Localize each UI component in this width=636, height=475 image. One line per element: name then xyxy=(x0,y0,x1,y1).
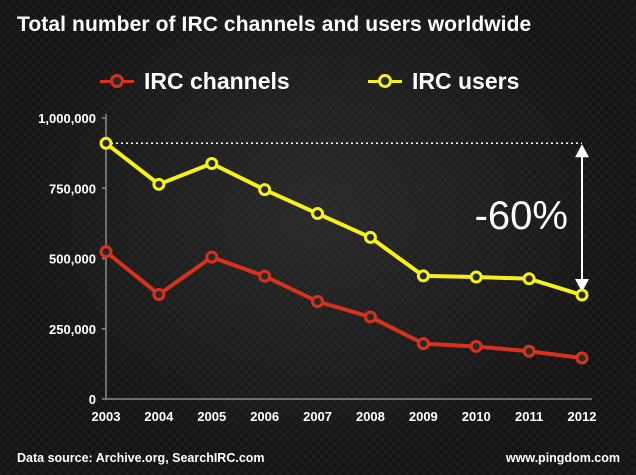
y-tick-label: 1,000,000 xyxy=(38,111,96,126)
chart-title: Total number of IRC channels and users w… xyxy=(17,13,532,36)
y-tick-label: 0 xyxy=(89,392,96,407)
x-tick-label: 2012 xyxy=(568,409,597,424)
x-tick-label: 2009 xyxy=(409,409,438,424)
y-tick-label: 250,000 xyxy=(49,322,96,337)
channels-series-line xyxy=(104,249,584,360)
channels-data-point xyxy=(469,339,483,353)
channels-data-point xyxy=(152,287,166,301)
x-tick-label: 2003 xyxy=(92,409,121,424)
annotation-label: -60% xyxy=(475,194,568,238)
legend-users-label: IRC users xyxy=(412,67,520,94)
users-data-point xyxy=(99,136,113,150)
y-tick-label: 750,000 xyxy=(49,181,96,196)
legend-users-line-icon xyxy=(368,74,402,88)
users-data-point xyxy=(311,207,325,221)
x-tick-label: 2006 xyxy=(250,409,279,424)
users-series-line xyxy=(104,141,584,298)
annotation-arrow-down-icon xyxy=(575,279,589,293)
channels-data-point xyxy=(522,344,536,358)
users-data-point xyxy=(258,183,272,197)
channels-data-point xyxy=(363,310,377,324)
users-data-point xyxy=(575,288,589,302)
channels-data-point xyxy=(311,294,325,308)
site-credit: www.pingdom.com xyxy=(505,451,620,465)
x-tick-label: 2004 xyxy=(144,409,174,424)
channels-data-point xyxy=(99,245,113,259)
x-tick-label: 2010 xyxy=(462,409,491,424)
users-data-point xyxy=(416,269,430,283)
users-data-point xyxy=(363,230,377,244)
users-data-point xyxy=(205,157,219,171)
channels-data-point xyxy=(205,250,219,264)
x-tick-label: 2007 xyxy=(303,409,332,424)
legend-channels-line-icon xyxy=(100,74,134,88)
x-tick-label: 2005 xyxy=(197,409,226,424)
users-data-point xyxy=(522,272,536,286)
users-data-point xyxy=(469,270,483,284)
x-tick-label: 2011 xyxy=(515,409,543,424)
users-data-point xyxy=(152,177,166,191)
legend-item-users: IRC users xyxy=(368,66,519,96)
x-tick-label: 2008 xyxy=(356,409,385,424)
y-tick-label: 500,000 xyxy=(49,252,96,267)
channels-data-point xyxy=(258,269,272,283)
channels-data-point xyxy=(416,337,430,351)
legend-item-channels: IRC channels xyxy=(100,66,290,96)
channels-data-point xyxy=(575,351,589,365)
data-source-note: Data source: Archive.org, SearchIRC.com xyxy=(17,451,265,465)
annotation-arrow-up-icon xyxy=(575,144,589,158)
legend-channels-label: IRC channels xyxy=(144,67,290,94)
